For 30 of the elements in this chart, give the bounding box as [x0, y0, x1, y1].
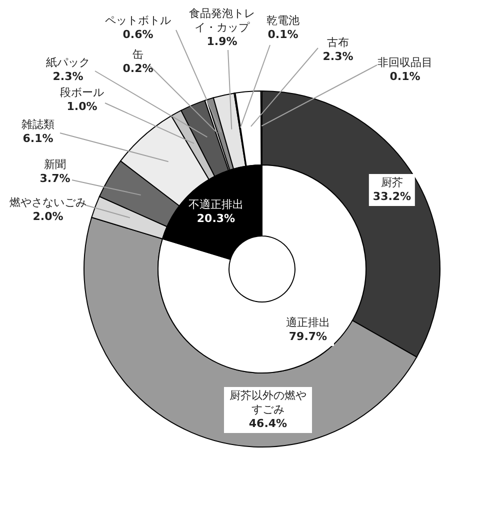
slice-label: 食品発泡トレイ・カップ	[189, 7, 255, 34]
data-label: 20.3%	[196, 212, 236, 226]
data-label: 0.2%	[122, 62, 154, 76]
data-label: 0.1%	[266, 28, 300, 42]
slice-label: ペットボトル	[105, 14, 171, 27]
data-label: 3.7%	[40, 172, 70, 186]
data-label: 1.0%	[66, 100, 98, 114]
data-label: 79.7%	[288, 330, 328, 344]
slice-label: 缶	[132, 48, 144, 61]
data-label: 2.3%	[322, 50, 354, 64]
data-label: 6.1%	[22, 132, 54, 146]
slice-label: 古布	[326, 36, 349, 49]
data-label: 2.3%	[52, 70, 84, 84]
data-label: 0.6%	[122, 28, 154, 42]
data-label: 0.1%	[388, 70, 422, 84]
slice-label: 厨芥	[380, 176, 403, 189]
slice-label: 燃やさないごみ	[10, 196, 86, 209]
slice-label: 段ボール	[60, 86, 104, 99]
slice-label: 雑誌類	[22, 118, 54, 131]
data-label: 2.0%	[32, 210, 64, 224]
data-label: 46.4%	[248, 417, 288, 431]
slice-label: 非回収品目	[378, 56, 432, 69]
data-label: 1.9%	[206, 35, 238, 49]
slice-label: 厨芥以外の燃やすごみ	[230, 389, 306, 416]
slice-label: 新聞	[44, 158, 66, 171]
slice-label: 乾電池	[266, 14, 300, 27]
data-label: 33.2%	[372, 190, 412, 204]
slice-label: 紙パック	[46, 56, 90, 69]
slice-label: 不適正排出	[188, 198, 244, 211]
slice-label: 適正排出	[286, 316, 330, 329]
